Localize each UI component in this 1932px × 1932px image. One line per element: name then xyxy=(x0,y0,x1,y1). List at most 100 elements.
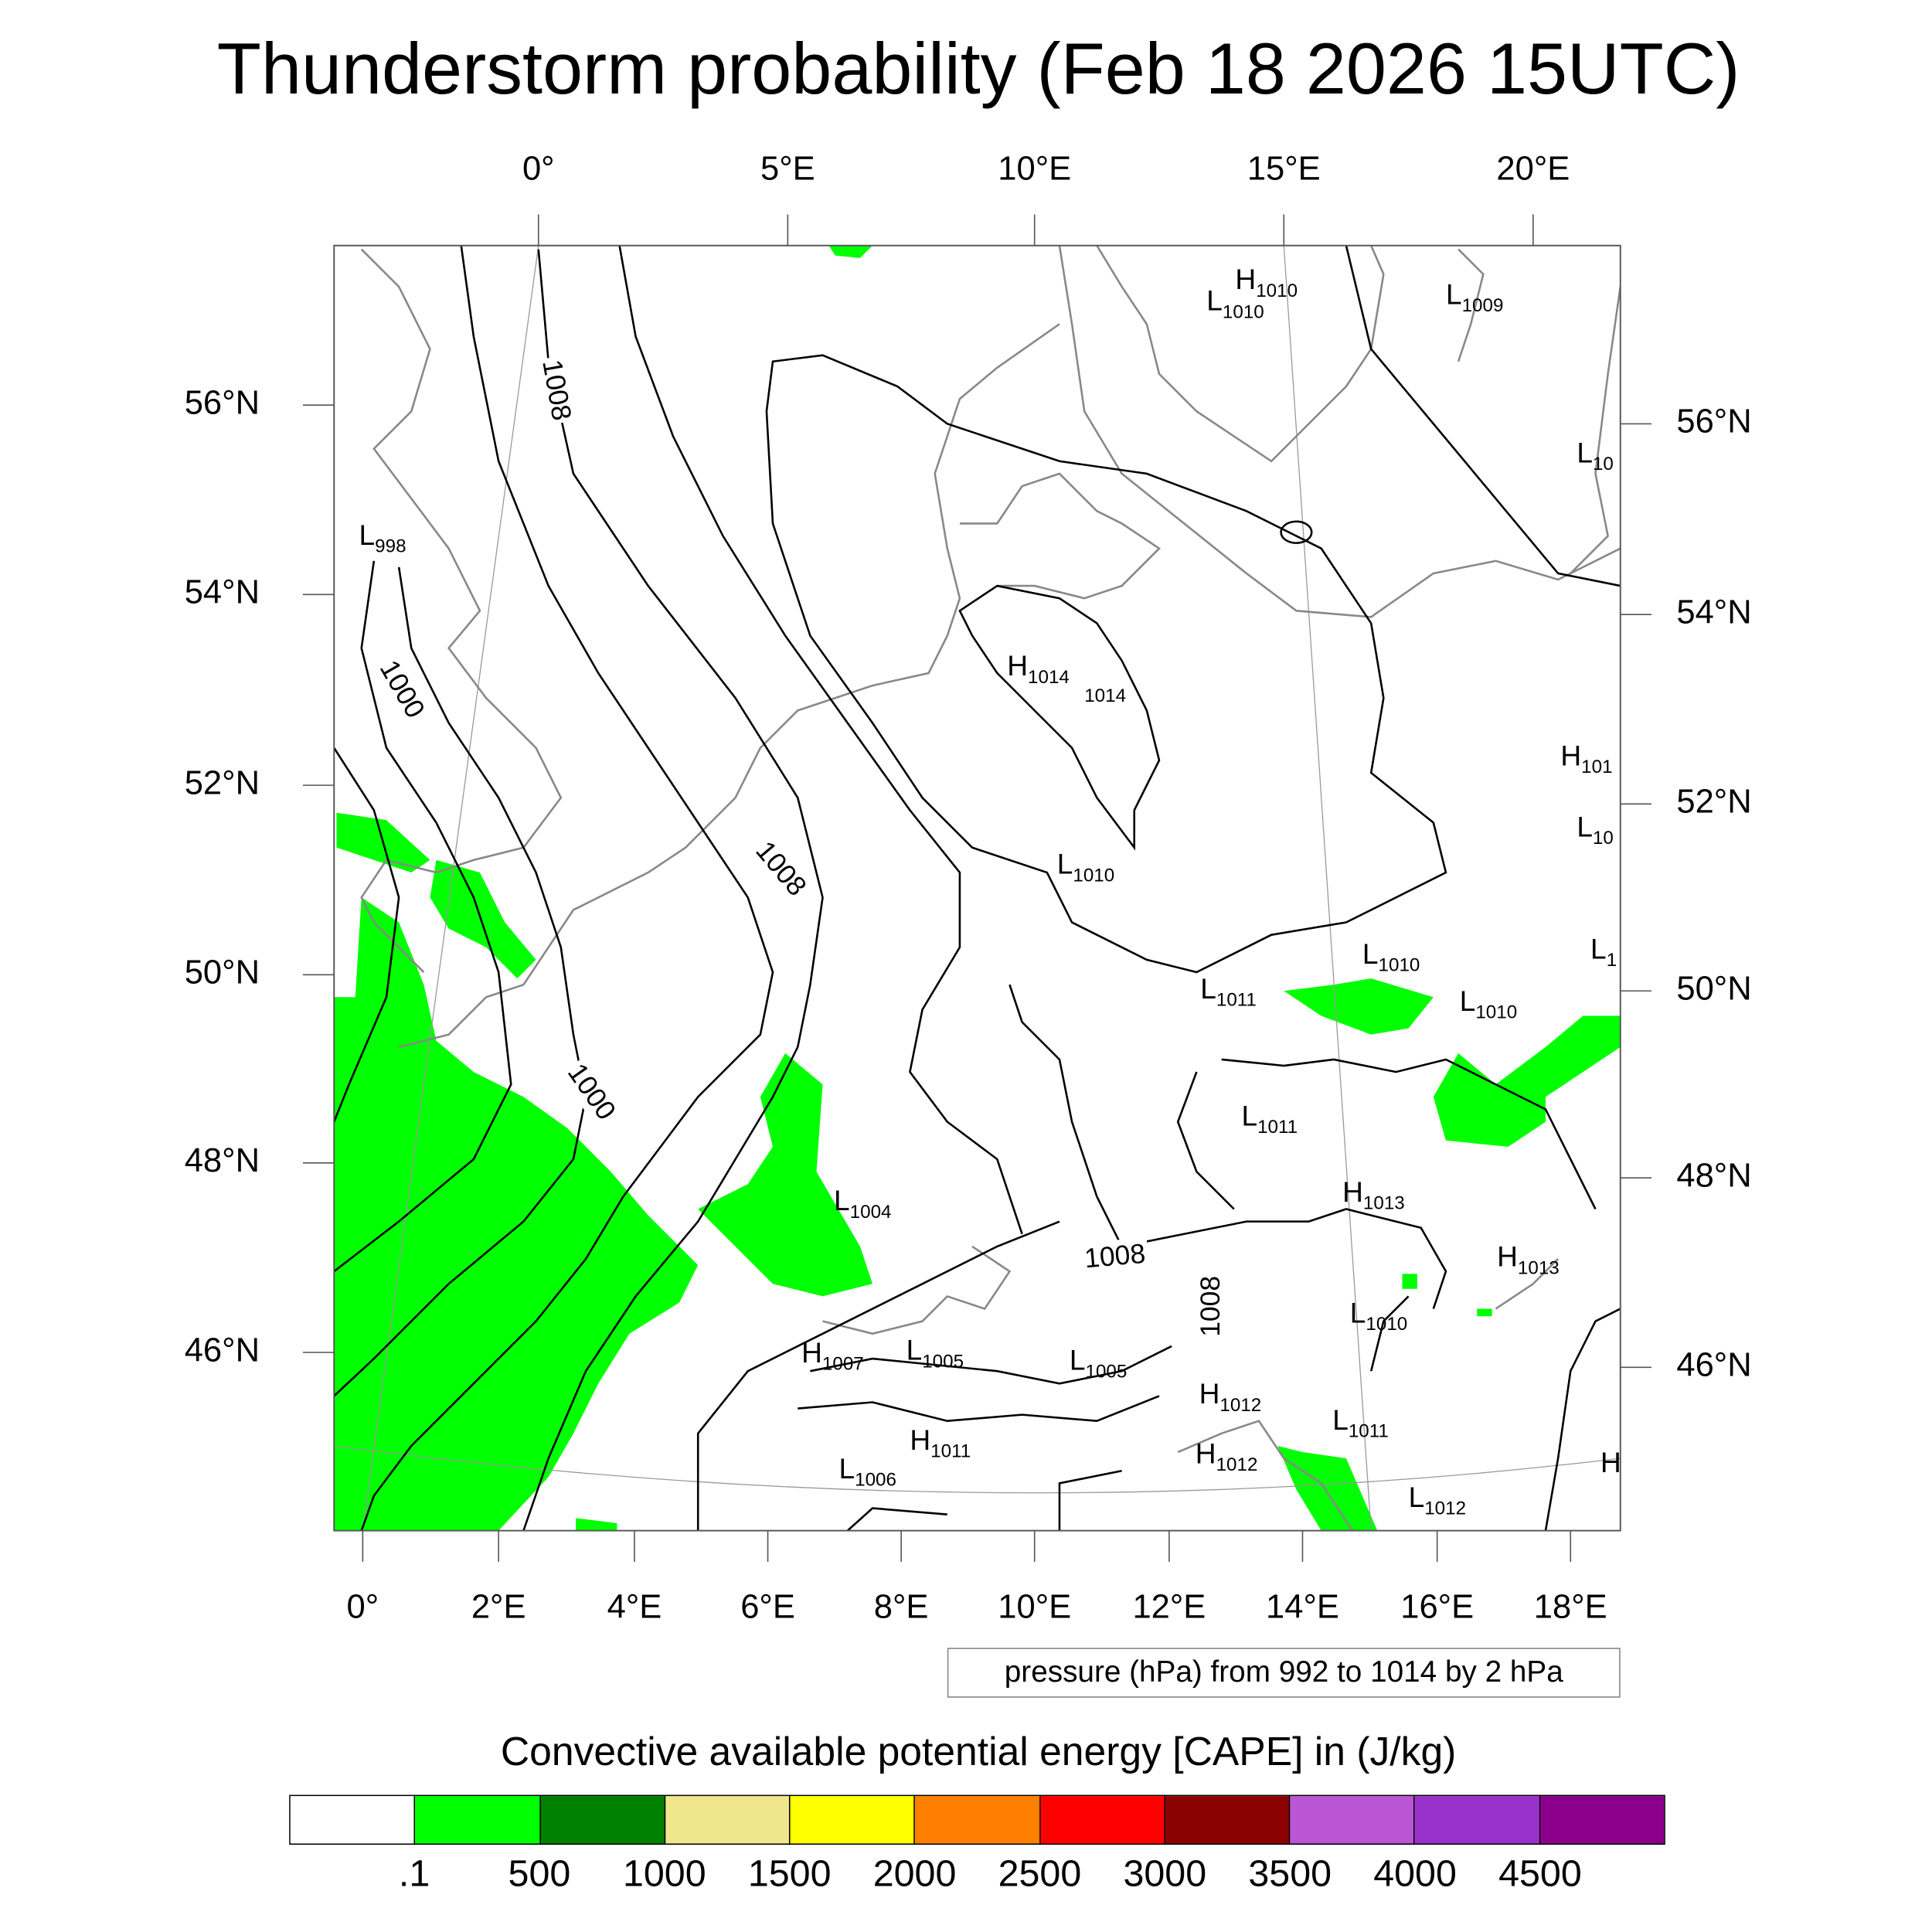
top-lon-label: 20°E xyxy=(1496,149,1570,187)
colorbar-swatch xyxy=(1165,1796,1291,1844)
cape-region-adriatic xyxy=(1277,1445,1378,1531)
pressure-center-value: 1013 xyxy=(1517,1257,1560,1279)
pressure-center-type: L xyxy=(1445,277,1462,311)
low-pressure-label: L10 xyxy=(1577,438,1614,474)
right-lat-label: 52°N xyxy=(1676,782,1752,821)
pressure-center-value: 1012 xyxy=(1219,1394,1262,1417)
pressure-center-type: L xyxy=(834,1184,850,1217)
cape-region-top xyxy=(828,245,873,258)
right-lat-label: 50°N xyxy=(1676,969,1752,1008)
pressure-center-type: L xyxy=(1577,810,1593,843)
pressure-center-type: L xyxy=(359,518,376,551)
low-pressure-label: L1009 xyxy=(1445,277,1504,317)
high-pressure-label: H1013 xyxy=(1497,1240,1560,1279)
pressure-center-value: 1 xyxy=(1606,950,1617,971)
low-pressure-label: L1010 xyxy=(1206,286,1264,321)
top-lon-label: 5°E xyxy=(760,149,815,187)
bottom-lon-label: 6°E xyxy=(740,1587,795,1626)
pressure-center-type: H xyxy=(1497,1240,1518,1273)
low-pressure-label: L1004 xyxy=(834,1184,892,1223)
colorbar-tick-label: 3500 xyxy=(1248,1853,1332,1895)
colorbar-swatch xyxy=(1040,1796,1165,1844)
pressure-center-value: 1011 xyxy=(1216,989,1257,1012)
high-pressure-label: H1013 xyxy=(1342,1177,1405,1213)
low-pressure-label: L10 xyxy=(1577,810,1614,848)
pressure-center-value: 1006 xyxy=(855,1469,896,1492)
graticule xyxy=(334,245,1621,1531)
high-pressure-label: H1012 xyxy=(1196,1439,1258,1476)
colorbar-swatch xyxy=(665,1796,791,1844)
pressure-center-type: L xyxy=(1332,1403,1349,1437)
colorbar-tick-label: 4000 xyxy=(1373,1853,1457,1895)
isobars xyxy=(334,245,1621,1531)
low-pressure-label: L1010 xyxy=(1362,937,1420,976)
left-lat-label: 50°N xyxy=(184,953,260,992)
low-pressure-label: L1 xyxy=(1590,932,1617,971)
colorbar-tick-label: 2000 xyxy=(872,1853,957,1895)
coastlines xyxy=(360,245,1621,1531)
pressure-center-value: 1010 xyxy=(1378,954,1420,976)
pressure-center-value: 1012 xyxy=(1424,1498,1467,1520)
colorbar-swatch xyxy=(915,1796,1041,1844)
right-lat-label: 56°N xyxy=(1676,402,1752,440)
pressure-center-type: H xyxy=(1600,1445,1621,1478)
pressure-center-type: L xyxy=(1408,1481,1425,1514)
low-pressure-label: 1014 xyxy=(1084,671,1126,706)
pressure-center-value: 1011 xyxy=(1257,1117,1298,1138)
colorbar-tick-label: 1500 xyxy=(747,1853,832,1895)
colorbar-swatch xyxy=(415,1796,541,1844)
high-pressure-label: H1011 xyxy=(910,1423,971,1462)
pressure-center-type: L xyxy=(1200,972,1216,1005)
pressure-center-type: L xyxy=(1056,847,1073,880)
pressure-center-type: H xyxy=(910,1423,931,1456)
cape-region-central xyxy=(698,1053,873,1297)
pressure-center-type: L xyxy=(838,1452,855,1485)
pressure-center-value: 1007 xyxy=(821,1353,864,1376)
low-pressure-label: L1011 xyxy=(1332,1403,1389,1441)
high-pressure-label: H1014 xyxy=(1007,651,1070,687)
cape-region-west xyxy=(334,897,699,1531)
high-pressure-label: H1010 xyxy=(1235,263,1298,302)
pressure-center-value: 1005 xyxy=(922,1351,964,1372)
pressure-center-type: H xyxy=(1235,263,1257,296)
pressure-center-value: 1010 xyxy=(1256,280,1298,302)
low-pressure-label: L1005 xyxy=(1070,1345,1127,1381)
colorbar-swatch xyxy=(540,1796,665,1844)
low-pressure-label: L1012 xyxy=(1408,1481,1467,1520)
cape-region-channel xyxy=(430,859,536,979)
colorbar-swatch xyxy=(290,1796,416,1844)
bottom-lon-label: 0° xyxy=(346,1587,379,1626)
low-pressure-label: L998 xyxy=(359,518,406,557)
low-pressure-label: L1010 xyxy=(1460,987,1517,1022)
pressure-center-value: 998 xyxy=(375,536,406,557)
bottom-lon-label: 10°E xyxy=(998,1587,1072,1626)
colorbar-tick-label: 3000 xyxy=(1123,1853,1207,1895)
pressure-center-value: 1014 xyxy=(1084,685,1127,707)
colorbar-title: Convective available potential energy [C… xyxy=(500,1729,1457,1774)
high-pressure-label: H xyxy=(1600,1445,1621,1483)
bottom-lon-label: 18°E xyxy=(1533,1587,1607,1626)
low-pressure-label: L1010 xyxy=(1056,847,1114,885)
pressure-center-value: 1012 xyxy=(1216,1454,1258,1476)
pressure-center-type: L xyxy=(1362,937,1379,970)
pressure-center-type: L xyxy=(1241,1099,1258,1132)
colorbar-tick-label: 500 xyxy=(508,1853,571,1895)
bottom-lon-label: 14°E xyxy=(1266,1587,1339,1626)
left-lat-label: 48°N xyxy=(184,1141,260,1179)
colorbar-tick-label: 1000 xyxy=(622,1853,706,1895)
pressure-center-value: 1009 xyxy=(1461,295,1504,317)
right-lat-label: 46°N xyxy=(1676,1345,1752,1384)
right-lat-label: 48°N xyxy=(1676,1156,1752,1195)
pressure-center-value: 1011 xyxy=(930,1440,971,1462)
isobar-label: 1008 xyxy=(1080,1237,1150,1276)
pressure-center-value: 1010 xyxy=(1366,1313,1408,1335)
pressure-center-value: 1004 xyxy=(849,1201,892,1223)
chart-title: Thunderstorm probability (Feb 18 2026 15… xyxy=(216,29,1740,110)
isobar-label: 1008 xyxy=(1194,1273,1227,1340)
pressure-center-type: H xyxy=(1199,1377,1220,1410)
left-lat-label: 56°N xyxy=(184,383,260,422)
top-lon-label: 15°E xyxy=(1247,149,1321,187)
cape-region-czech xyxy=(1284,978,1434,1035)
pressure-center-type: L xyxy=(1590,932,1607,965)
bottom-lon-label: 2°E xyxy=(471,1587,526,1626)
